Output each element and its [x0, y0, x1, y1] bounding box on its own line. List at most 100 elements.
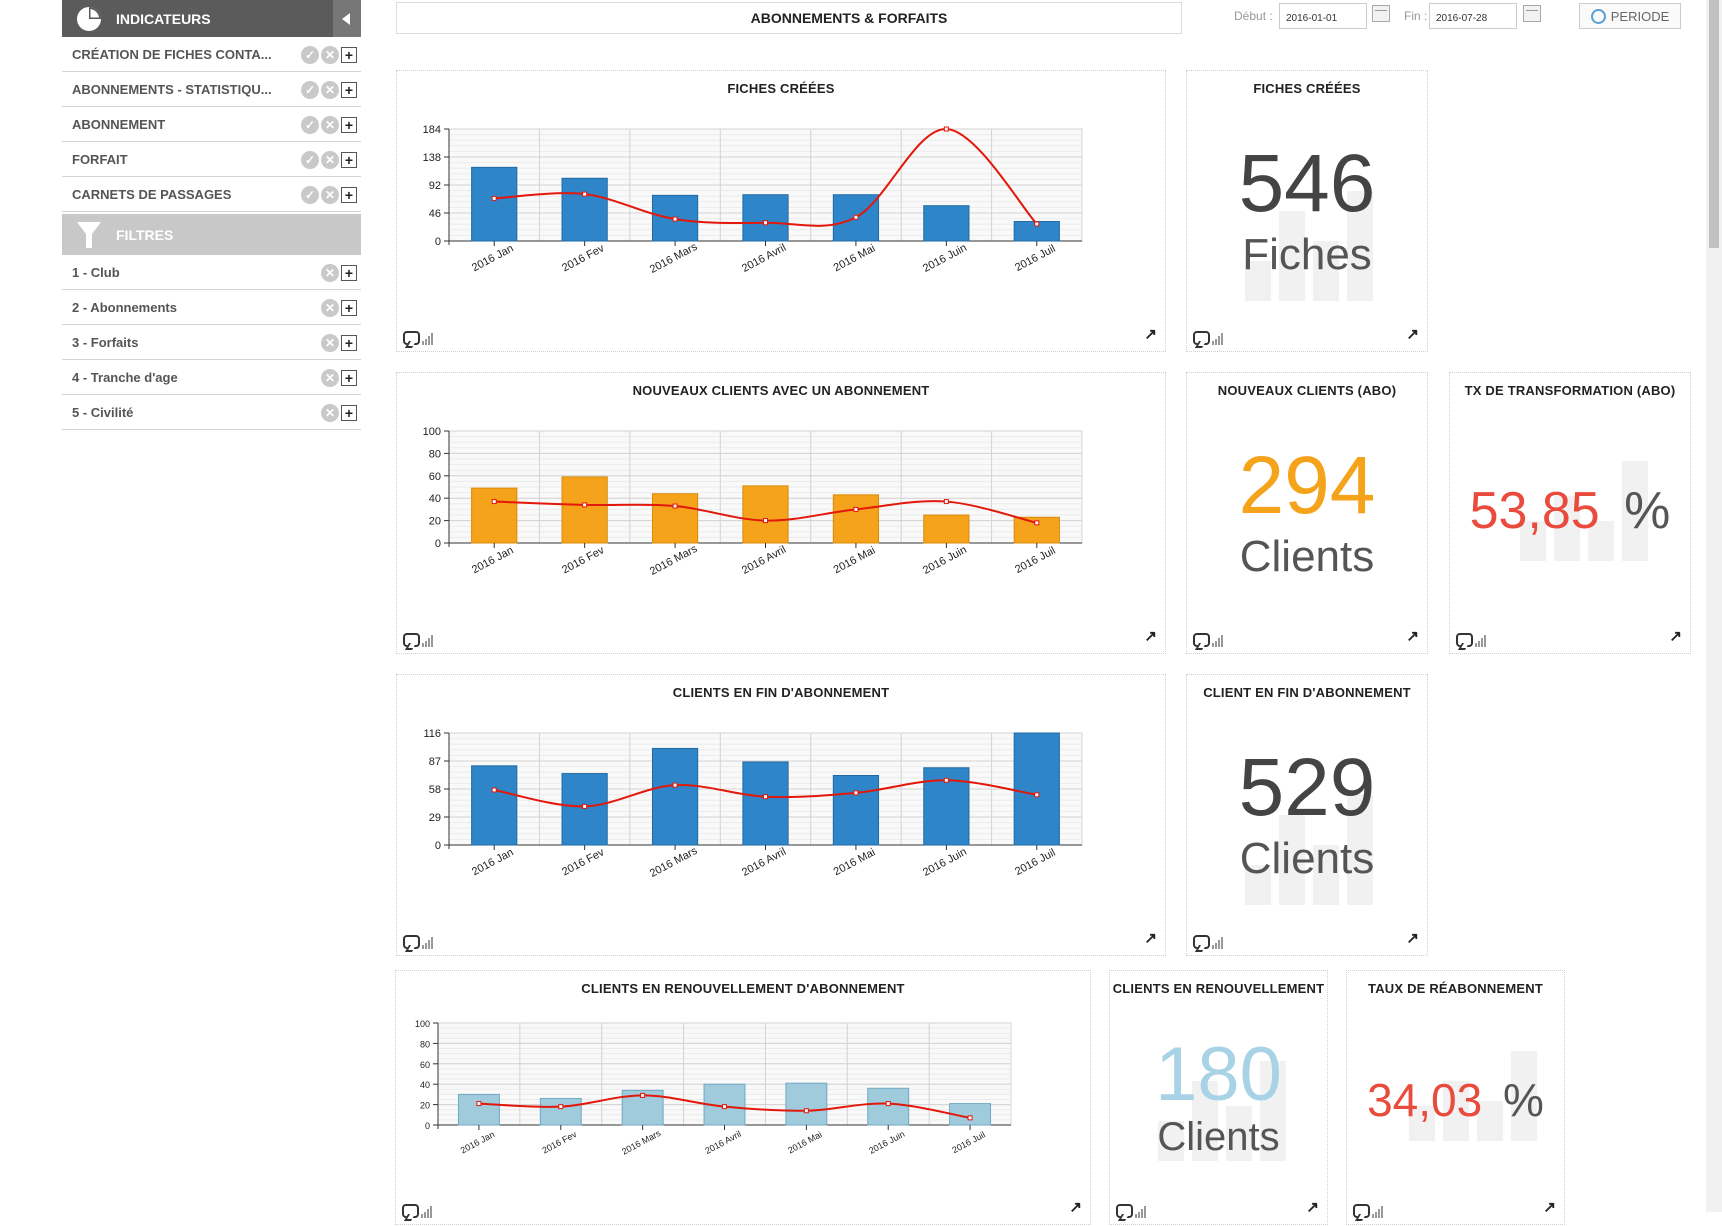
check-icon[interactable]: ✓ — [301, 151, 319, 169]
bar-chart-icon[interactable] — [1135, 1206, 1146, 1218]
comment-icon[interactable] — [1353, 1204, 1370, 1218]
expand-arrow-icon[interactable]: ↗ — [1406, 930, 1419, 947]
remove-icon[interactable]: ✕ — [321, 116, 339, 134]
add-icon[interactable]: + — [341, 152, 357, 168]
kpi-value: 53,85 — [1469, 482, 1600, 540]
bar-chart-icon[interactable] — [421, 1206, 432, 1218]
bar-chart-icon[interactable] — [1212, 937, 1223, 949]
calendar-icon[interactable] — [1523, 5, 1541, 22]
sidebar-item-abonnement[interactable]: ABONNEMENT ✓ ✕ + — [62, 107, 361, 142]
line-point — [476, 1101, 482, 1107]
remove-icon[interactable]: ✕ — [321, 186, 339, 204]
sidebar-item-abonnements-statistiques[interactable]: ABONNEMENTS - STATISTIQU... ✓ ✕ + — [62, 72, 361, 107]
bar-chart-icon[interactable] — [1212, 635, 1223, 647]
y-tick-label: 100 — [415, 1019, 430, 1029]
comment-icon[interactable] — [1193, 633, 1210, 647]
add-icon[interactable]: + — [341, 265, 357, 281]
line-point — [853, 506, 859, 512]
y-tick-label: 0 — [435, 840, 441, 852]
sidebar-item-forfait[interactable]: FORFAIT ✓ ✕ + — [62, 142, 361, 177]
filter-item-club[interactable]: 1 - Club ✕ + — [62, 255, 361, 290]
bar-chart-icon[interactable] — [1475, 635, 1486, 647]
sidebar-item-carnets-passages[interactable]: CARNETS DE PASSAGES ✓ ✕ + — [62, 177, 361, 212]
remove-icon[interactable]: ✕ — [321, 299, 339, 317]
bar — [561, 476, 608, 544]
expand-arrow-icon[interactable]: ↗ — [1069, 1199, 1082, 1216]
debut-date-input[interactable]: 2016-01-01 — [1279, 3, 1367, 29]
expand-arrow-icon[interactable]: ↗ — [1144, 930, 1157, 947]
collapse-sidebar-button[interactable] — [333, 0, 361, 37]
comment-icon[interactable] — [402, 1204, 419, 1218]
line-point — [582, 803, 588, 809]
comment-icon[interactable] — [1193, 935, 1210, 949]
comment-icon[interactable] — [403, 633, 420, 647]
y-tick-label: 60 — [420, 1060, 430, 1070]
add-icon[interactable]: + — [341, 82, 357, 98]
vertical-scrollbar[interactable] — [1706, 0, 1722, 1212]
check-icon[interactable]: ✓ — [301, 116, 319, 134]
remove-icon[interactable]: ✕ — [321, 151, 339, 169]
clock-icon — [1590, 8, 1606, 24]
filter-item-forfaits[interactable]: 3 - Forfaits ✕ + — [62, 325, 361, 360]
check-icon[interactable]: ✓ — [301, 186, 319, 204]
kpi-background-bars — [1409, 1051, 1537, 1141]
kpi-unit: Clients — [1239, 834, 1375, 883]
add-icon[interactable]: + — [341, 335, 357, 351]
bar — [785, 1082, 828, 1126]
comment-icon[interactable] — [403, 935, 420, 949]
filter-item-civilite[interactable]: 5 - Civilité ✕ + — [62, 395, 361, 430]
chart-title: CLIENTS EN RENOUVELLEMENT D'ABONNEMENT — [581, 981, 905, 996]
bar — [471, 487, 518, 544]
remove-icon[interactable]: ✕ — [321, 404, 339, 422]
bar-chart-icon[interactable] — [422, 333, 433, 345]
filtres-header[interactable]: FILTRES — [62, 214, 361, 255]
add-icon[interactable]: + — [341, 300, 357, 316]
x-tick-label: 2016 Juin — [921, 242, 969, 275]
add-icon[interactable]: + — [341, 47, 357, 63]
kpi-value: 294 — [1238, 440, 1376, 531]
comment-icon[interactable] — [1456, 633, 1473, 647]
kpi-title: TX DE TRANSFORMATION (ABO) — [1464, 383, 1676, 398]
comment-icon[interactable] — [1116, 1204, 1133, 1218]
bar-chart-icon[interactable] — [1372, 1206, 1383, 1218]
add-icon[interactable]: + — [341, 370, 357, 386]
remove-icon[interactable]: ✕ — [321, 46, 339, 64]
expand-arrow-icon[interactable]: ↗ — [1406, 326, 1419, 343]
bar — [742, 194, 789, 242]
comment-icon[interactable] — [403, 331, 420, 345]
kpi-unit: Fiches — [1242, 230, 1372, 279]
expand-arrow-icon[interactable]: ↗ — [1144, 326, 1157, 343]
x-tick-label: 2016 Mars — [648, 543, 700, 578]
expand-arrow-icon[interactable]: ↗ — [1406, 628, 1419, 645]
sidebar-item-creation-fiches[interactable]: CRÉATION DE FICHES CONTA... ✓ ✕ + — [62, 37, 361, 72]
add-icon[interactable]: + — [341, 117, 357, 133]
add-icon[interactable]: + — [341, 405, 357, 421]
x-tick-label: 2016 Juin — [921, 544, 969, 577]
fin-date-input[interactable]: 2016-07-28 — [1429, 3, 1517, 29]
comment-icon[interactable] — [1193, 331, 1210, 345]
expand-arrow-icon[interactable]: ↗ — [1144, 628, 1157, 645]
filter-item-tranche-age[interactable]: 4 - Tranche d'age ✕ + — [62, 360, 361, 395]
check-icon[interactable]: ✓ — [301, 81, 319, 99]
periode-button[interactable]: PERIODE — [1579, 3, 1681, 29]
indicateurs-header[interactable]: INDICATEURS — [62, 0, 361, 37]
remove-icon[interactable]: ✕ — [321, 81, 339, 99]
remove-icon[interactable]: ✕ — [321, 334, 339, 352]
remove-icon[interactable]: ✕ — [321, 264, 339, 282]
add-icon[interactable]: + — [341, 187, 357, 203]
expand-arrow-icon[interactable]: ↗ — [1306, 1199, 1319, 1216]
bar-line-chart: 0 29 58 87 116 2016 Jan 2016 Fev 2016 Mars 2016 … — [423, 728, 1083, 880]
expand-arrow-icon[interactable]: ↗ — [1669, 628, 1682, 645]
scrollbar-thumb[interactable] — [1709, 0, 1719, 248]
x-tick-label: 2016 Jan — [470, 242, 516, 274]
check-icon[interactable]: ✓ — [301, 46, 319, 64]
y-tick-label: 0 — [435, 538, 441, 550]
filter-item-abonnements[interactable]: 2 - Abonnements ✕ + — [62, 290, 361, 325]
x-tick-label: 2016 Mai — [786, 1129, 823, 1155]
bar-chart-icon[interactable] — [422, 937, 433, 949]
remove-icon[interactable]: ✕ — [321, 369, 339, 387]
bar-chart-icon[interactable] — [1212, 333, 1223, 345]
calendar-icon[interactable] — [1372, 5, 1390, 22]
bar-chart-icon[interactable] — [422, 635, 433, 647]
expand-arrow-icon[interactable]: ↗ — [1543, 1199, 1556, 1216]
